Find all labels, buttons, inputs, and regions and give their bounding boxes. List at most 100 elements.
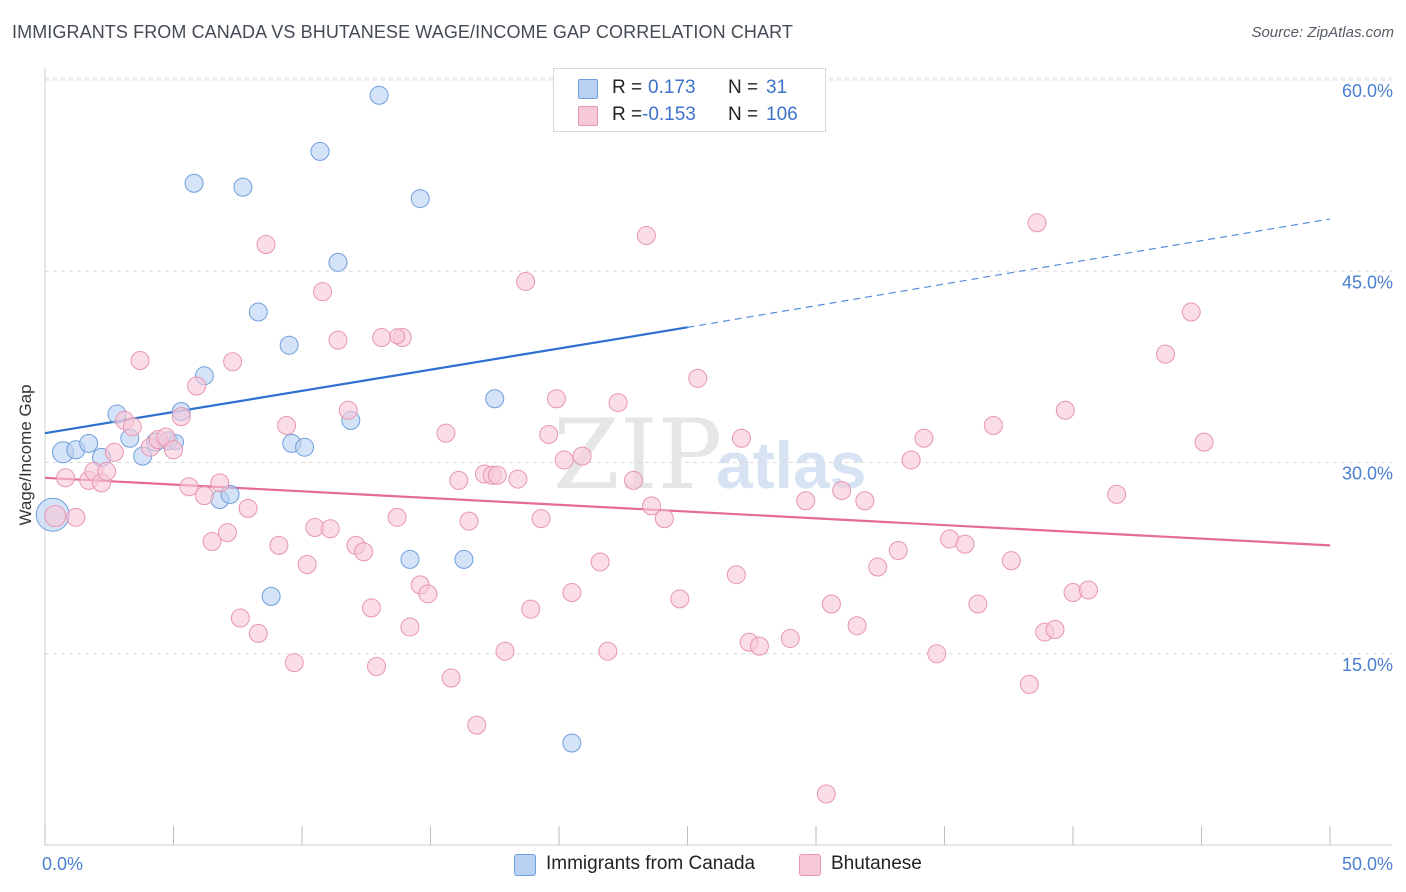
point-bhutanese: [495, 641, 515, 661]
point-bhutanese: [796, 491, 816, 511]
point-bhutanese: [436, 423, 456, 443]
trend-line-canada-extension: [687, 218, 1331, 328]
point-bhutanese: [164, 440, 183, 460]
legend-n-value: 106: [766, 104, 798, 125]
chart-title: IMMIGRANTS FROM CANADA VS BHUTANESE WAGE…: [12, 22, 793, 42]
point-canada: [279, 335, 299, 355]
point-bhutanese: [968, 594, 988, 614]
point-bhutanese: [354, 542, 374, 562]
axes: [44, 68, 1392, 846]
point-bhutanese: [179, 477, 199, 497]
point-bhutanese: [459, 511, 479, 531]
point-bhutanese: [749, 636, 769, 656]
point-bhutanese: [210, 473, 230, 493]
point-canada: [261, 586, 281, 606]
point-bhutanese: [821, 594, 841, 614]
point-canada: [310, 141, 330, 161]
point-bhutanese: [372, 328, 392, 348]
point-bhutanese: [901, 450, 921, 470]
point-bhutanese: [387, 507, 407, 527]
bottom-legend-swatch-bhutanese: [799, 854, 821, 876]
point-bhutanese: [608, 393, 628, 413]
point-canada: [328, 252, 348, 272]
y-tick-label: 60.0%: [1342, 81, 1393, 101]
gridlines: [45, 77, 1392, 655]
trend-line-bhutanese: [44, 476, 1331, 547]
point-bhutanese: [572, 446, 592, 466]
point-bhutanese: [521, 599, 541, 619]
y-tick-label: 15.0%: [1342, 655, 1393, 675]
trend-line-canada: [44, 326, 688, 435]
point-bhutanese: [516, 271, 536, 291]
point-bhutanese: [194, 486, 214, 506]
point-bhutanese: [508, 469, 528, 489]
trend-lines: [44, 218, 1331, 547]
point-bhutanese: [122, 417, 142, 437]
point-bhutanese: [313, 282, 333, 302]
point-bhutanese: [539, 424, 559, 444]
point-bhutanese: [277, 416, 297, 436]
point-bhutanese: [367, 657, 387, 676]
point-bhutanese: [731, 428, 751, 448]
stats-legend: R = 0.173 N = 31 R = -0.153 N = 106: [553, 68, 826, 132]
legend-r-label: R =: [612, 104, 643, 125]
point-bhutanese: [187, 376, 207, 396]
point-bhutanese: [636, 226, 656, 246]
point-bhutanese: [642, 496, 662, 516]
point-bhutanese: [816, 784, 836, 804]
tick-labels: 15.0% 30.0% 45.0% 60.0% 0.0% 50.0%: [42, 81, 1393, 874]
point-bhutanese: [546, 389, 566, 409]
legend-swatch-bhutanese: [578, 106, 598, 126]
point-canada: [454, 549, 474, 569]
point-bhutanese: [56, 468, 76, 488]
point-bhutanese: [171, 407, 191, 427]
point-bhutanese: [104, 442, 124, 462]
bottom-legend-canada: Immigrants from Canada: [514, 852, 774, 876]
point-canada: [400, 549, 420, 569]
point-bhutanese: [361, 598, 381, 618]
point-canada: [410, 189, 430, 209]
point-bhutanese: [598, 641, 618, 661]
point-bhutanese: [97, 461, 117, 481]
point-bhutanese: [832, 481, 852, 501]
legend-n-label: N =: [728, 104, 759, 125]
point-bhutanese: [780, 628, 800, 648]
point-bhutanese: [927, 644, 947, 664]
point-bhutanese: [449, 470, 469, 490]
point-bhutanese: [487, 465, 507, 485]
bottom-legend-label-bhutanese: Bhutanese: [831, 853, 922, 874]
point-bhutanese: [248, 623, 268, 643]
point-bhutanese: [230, 608, 250, 628]
legend-row-bhutanese: R = -0.153 N = 106: [554, 102, 825, 126]
x-tick-label: 0.0%: [42, 854, 83, 874]
point-bhutanese: [130, 351, 150, 370]
point-bhutanese: [223, 352, 243, 372]
point-bhutanese: [726, 565, 746, 585]
point-bhutanese: [418, 584, 438, 604]
point-bhutanese: [1194, 432, 1214, 452]
point-bhutanese: [868, 557, 888, 577]
point-bhutanese: [654, 509, 674, 529]
point-bhutanese: [983, 416, 1003, 436]
legend-row-canada: R = 0.173 N = 31: [554, 75, 825, 99]
point-bhutanese: [554, 450, 574, 470]
legend-r-label: R =: [612, 77, 643, 98]
bottom-legend-bhutanese: Bhutanese: [799, 852, 939, 876]
point-bhutanese: [1055, 400, 1075, 420]
point-bhutanese: [531, 509, 551, 529]
point-bhutanese: [44, 505, 67, 528]
legend-r-value: -0.153: [642, 104, 696, 125]
y-tick-label: 45.0%: [1342, 272, 1393, 292]
point-bhutanese: [238, 498, 258, 518]
watermark: ZIP atlas: [553, 399, 866, 511]
point-canada: [562, 733, 582, 753]
point-bhutanese: [441, 668, 461, 688]
point-bhutanese: [400, 617, 420, 637]
data-points: [35, 85, 1214, 804]
point-bhutanese: [1019, 674, 1039, 694]
point-canada: [184, 173, 204, 193]
legend-swatch-canada: [578, 79, 598, 99]
point-bhutanese: [1156, 344, 1176, 364]
point-bhutanese: [217, 523, 237, 543]
